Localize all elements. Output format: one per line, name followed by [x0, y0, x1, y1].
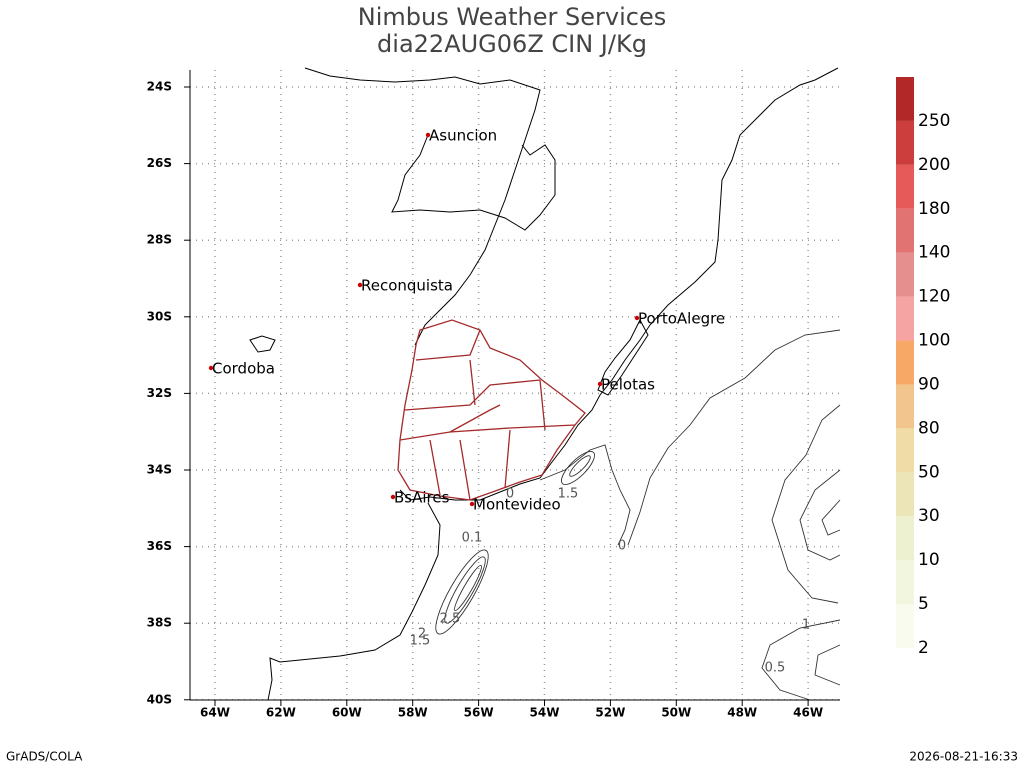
contours	[435, 329, 841, 701]
contour-label: 1.5	[558, 487, 579, 502]
parana-river	[304, 67, 541, 346]
city-dot	[208, 365, 214, 371]
lon-tick-label: 60W	[332, 706, 362, 720]
city-label: Pelotas	[601, 376, 655, 394]
city-dot	[597, 381, 603, 387]
lon-tick-label: 62W	[266, 706, 296, 720]
geography	[249, 67, 839, 701]
colorbar-box	[896, 516, 914, 561]
colorbar-box	[896, 77, 914, 121]
lagoon	[597, 318, 649, 396]
contour-line	[444, 556, 486, 624]
lon-tick-label: 48W	[727, 706, 757, 720]
colorbar-label: 30	[918, 506, 940, 526]
city-label: BsAires	[394, 489, 450, 507]
colorbar-box	[896, 472, 914, 517]
colorbar-box	[896, 560, 914, 605]
city-label: Montevideo	[473, 496, 561, 514]
lat-tick-label: 32S	[147, 386, 172, 400]
contour-label: 1.5	[410, 634, 431, 649]
contour-line	[627, 329, 841, 546]
colorbar-label: 140	[918, 243, 950, 263]
contour-label: 0	[618, 539, 626, 554]
contour-label: 2.5	[440, 612, 461, 627]
footer-left: GrADS/COLA	[6, 750, 83, 764]
subtitle: dia22AUG06Z CIN J/Kg	[377, 30, 647, 58]
contour-line	[435, 549, 489, 635]
lat-tick-label: 30S	[147, 309, 172, 323]
contour-line	[821, 499, 841, 536]
colorbar-label: 250	[918, 111, 950, 131]
lat-tick-label: 38S	[147, 616, 172, 630]
city-label: Reconquista	[361, 277, 453, 295]
colorbar-label: 180	[918, 199, 950, 219]
contour-label: 0	[506, 487, 514, 502]
uruguay-border	[397, 319, 586, 501]
lon-tick-label: 56W	[464, 706, 494, 720]
city-dot	[469, 501, 475, 507]
colorbar-box	[896, 296, 914, 341]
contour-line	[799, 469, 841, 561]
contour-line	[454, 564, 482, 612]
colorbar-box	[896, 164, 914, 209]
colorbar-box	[896, 604, 914, 648]
colorbar-box	[896, 120, 914, 165]
lat-tick-label: 34S	[147, 463, 172, 477]
colorbar-box	[896, 428, 914, 473]
colorbar-box	[896, 252, 914, 297]
city-dot	[634, 315, 640, 321]
lat-tick-label: 40S	[147, 692, 172, 706]
colorbar-label: 80	[918, 418, 940, 438]
city-label: PortoAlegre	[638, 310, 725, 328]
contour-label: 0.1	[462, 531, 483, 546]
lat-tick-label: 28S	[147, 233, 172, 247]
contour-line	[539, 444, 631, 546]
colorbar: 2 5 10 30 50 80 90 100 120 140 180 200 250	[896, 77, 950, 658]
colorbar-box	[896, 208, 914, 253]
colorbar-label: 50	[918, 462, 940, 482]
lat-tick-label: 24S	[147, 80, 172, 94]
city-dot	[357, 282, 363, 288]
lon-tick-label: 58W	[398, 706, 428, 720]
lon-tick-label: 54W	[530, 706, 560, 720]
lon-tick-label: 64W	[200, 706, 230, 720]
city-dot	[390, 494, 396, 500]
lon-tick-label: 50W	[661, 706, 691, 720]
colorbar-label: 10	[918, 550, 940, 570]
contour-label: 2	[418, 627, 426, 642]
atlantic-coast	[399, 67, 839, 501]
colorbar-label: 5	[918, 594, 929, 614]
colorbar-label: 2	[918, 638, 929, 658]
colorbar-label: 200	[918, 155, 950, 175]
contour-line	[814, 644, 841, 686]
colorbar-label: 100	[918, 331, 950, 351]
lon-tick-label: 52W	[595, 706, 625, 720]
lon-tick-label: 46W	[793, 706, 823, 720]
lat-tick-label: 26S	[147, 156, 172, 170]
footer-right: 2026-08-21-16:33	[909, 750, 1018, 764]
city-label: Asuncion	[429, 127, 497, 145]
colorbar-label: 120	[918, 287, 950, 307]
city-label: Cordoba	[212, 360, 275, 378]
colorbar-box	[896, 340, 914, 385]
cordoba-lake	[249, 335, 276, 353]
contour-line	[569, 455, 591, 477]
paraguay-border	[391, 134, 556, 231]
contour-line	[771, 404, 841, 604]
title: Nimbus Weather Services	[358, 3, 666, 31]
contour-line	[761, 619, 841, 701]
contour-label: 1	[802, 618, 810, 633]
city-dot	[425, 132, 431, 138]
map-frame	[190, 70, 840, 700]
colorbar-box	[896, 384, 914, 429]
argentina-coast	[267, 502, 441, 701]
contour-label: 0.5	[765, 661, 786, 676]
lat-tick-label: 36S	[147, 539, 172, 553]
contour-line	[560, 450, 596, 486]
grid	[184, 70, 840, 706]
labels: 24S 26S 28S 30S 32S 34S 36S 38S 40S 64W 62W 60W 58W 5…	[147, 80, 823, 720]
colorbar-label: 90	[918, 374, 940, 394]
